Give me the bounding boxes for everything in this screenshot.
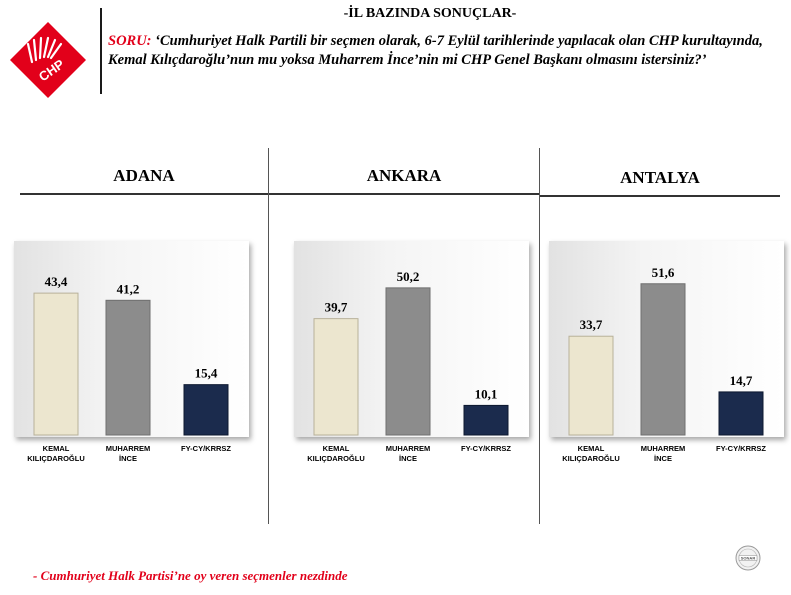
- category-label-line: İNCE: [654, 454, 672, 463]
- region-title-ankara: ANKARA: [366, 166, 442, 185]
- bar-adana-kilicdaroglu: [33, 292, 79, 436]
- category-label-ankara-kilicdaroglu: KEMAL KILIÇDAROĞLU: [301, 444, 371, 464]
- bar-adana-other: [183, 384, 229, 436]
- bar-ankara-ince: [385, 287, 431, 436]
- category-label-adana-other: FY-CY/KRRSZ: [171, 444, 241, 454]
- value-label-ankara-other: 10,1: [475, 386, 498, 401]
- category-label-line: İNCE: [399, 454, 417, 463]
- divider-left: [268, 148, 269, 524]
- bar-chart-ankara: 39,7 50,2 10,1: [313, 269, 509, 436]
- region-title-adana: ADANA: [113, 166, 175, 185]
- title-underline-ankara: [269, 193, 539, 195]
- value-label-antalya-kilicdaroglu: 33,7: [580, 317, 603, 332]
- category-label-line: FY-CY/KRRSZ: [180, 444, 231, 453]
- question-text: SORU: ‘Cumhuriyet Halk Partili bir seçme…: [108, 32, 778, 70]
- bar-antalya-kilicdaroglu: [568, 335, 614, 436]
- bar-ankara-other: [463, 404, 509, 436]
- value-label-adana-ince: 41,2: [117, 281, 140, 296]
- category-label-line: KILIÇDAROĞLU: [562, 454, 620, 463]
- header-divider: [100, 8, 102, 94]
- bar-antalya-other: [718, 391, 764, 436]
- value-label-antalya-ince: 51,6: [652, 265, 675, 280]
- divider-right: [539, 148, 540, 524]
- category-label-line: İNCE: [119, 454, 137, 463]
- bar-adana-ince: [105, 299, 151, 436]
- category-label-line: FY-CY/KRRSZ: [715, 444, 766, 453]
- category-label-ankara-ince: MUHARREM İNCE: [373, 444, 443, 464]
- value-label-antalya-other: 14,7: [730, 373, 753, 388]
- bar-chart-adana: 43,4 41,2 15,4: [33, 274, 229, 436]
- category-label-adana-kilicdaroglu: KEMAL KILIÇDAROĞLU: [21, 444, 91, 464]
- bar-antalya-ince: [640, 283, 686, 436]
- stamp-text: SONAR: [741, 555, 756, 560]
- chart-panel-adana: 43,4 41,2 15,4: [14, 241, 249, 437]
- category-label-line: MUHARREM: [105, 444, 151, 453]
- bar-ankara-kilicdaroglu: [313, 318, 359, 436]
- title-underline-antalya: [540, 195, 780, 197]
- category-label-line: KEMAL: [322, 444, 350, 453]
- page-title: -İL BAZINDA SONUÇLAR-: [343, 6, 517, 21]
- chp-logo: CHP: [10, 22, 86, 98]
- title-underline-adana: [20, 193, 268, 195]
- value-label-ankara-kilicdaroglu: 39,7: [325, 300, 348, 315]
- category-label-line: MUHARREM: [640, 444, 686, 453]
- sonar-stamp-icon: SONAR: [735, 545, 761, 571]
- category-label-antalya-kilicdaroglu: KEMAL KILIÇDAROĞLU: [556, 444, 626, 464]
- value-label-adana-other: 15,4: [195, 366, 218, 381]
- category-label-adana-ince: MUHARREM İNCE: [93, 444, 163, 464]
- question-body: ‘Cumhuriyet Halk Partili bir seçmen olar…: [108, 33, 763, 68]
- category-label-line: KILIÇDAROĞLU: [307, 454, 365, 463]
- chart-panel-ankara: 39,7 50,2 10,1: [294, 241, 529, 437]
- region-title-antalya: ANTALYA: [620, 168, 700, 187]
- category-label-line: MUHARREM: [385, 444, 431, 453]
- footnote: - Cumhuriyet Halk Partisi’ne oy veren se…: [33, 568, 348, 583]
- category-label-ankara-other: FY-CY/KRRSZ: [451, 444, 521, 454]
- category-label-line: KEMAL: [577, 444, 605, 453]
- value-label-ankara-ince: 50,2: [397, 269, 420, 284]
- category-label-line: KEMAL: [42, 444, 70, 453]
- category-label-antalya-ince: MUHARREM İNCE: [628, 444, 698, 464]
- question-label: SORU:: [108, 33, 152, 49]
- bar-chart-antalya: 33,7 51,6 14,7: [568, 265, 764, 436]
- chart-panel-antalya: 33,7 51,6 14,7: [549, 241, 784, 437]
- category-label-antalya-other: FY-CY/KRRSZ: [706, 444, 776, 454]
- value-label-adana-kilicdaroglu: 43,4: [45, 274, 68, 289]
- category-label-line: KILIÇDAROĞLU: [27, 454, 85, 463]
- category-label-line: FY-CY/KRRSZ: [460, 444, 511, 453]
